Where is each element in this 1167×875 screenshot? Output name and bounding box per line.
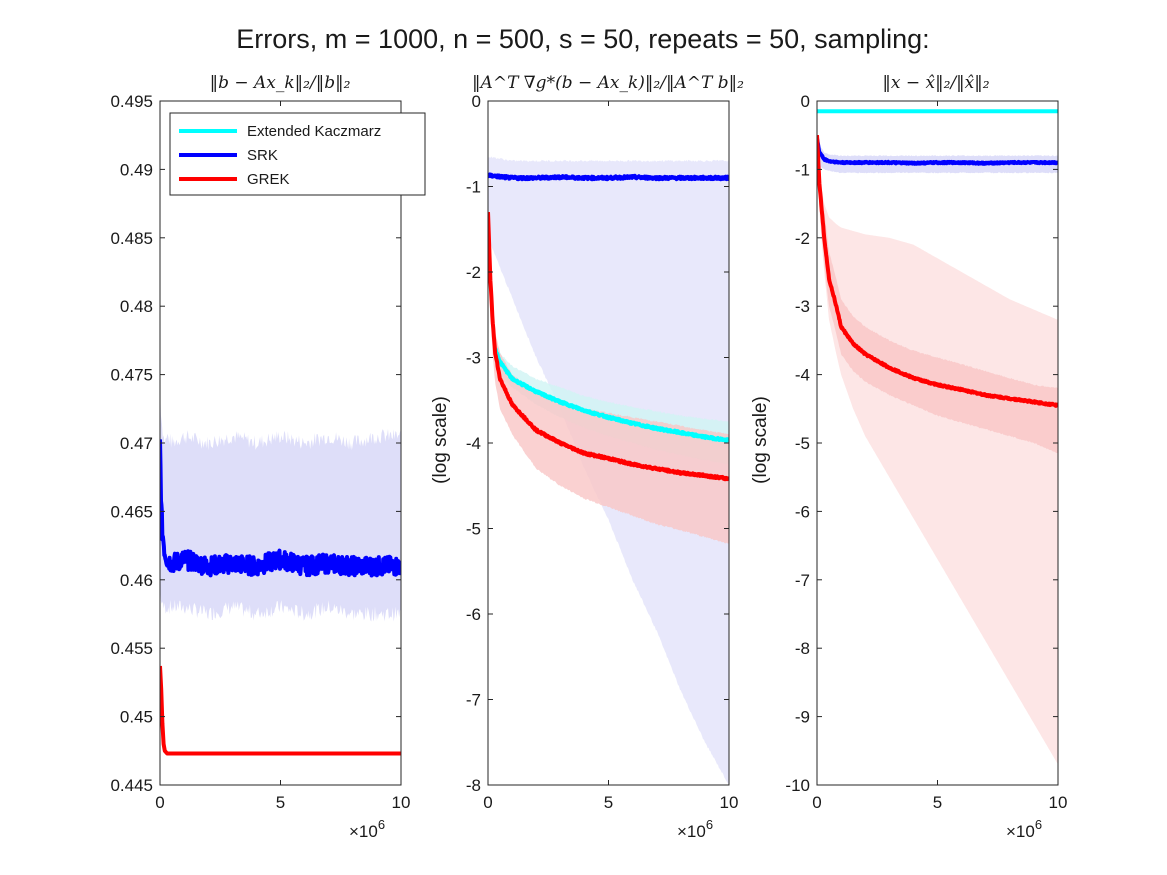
y-tick-label: 0.49 bbox=[120, 160, 153, 179]
plot-area: 0.445 0.45 0.455 0.46 0.465 0.47 0.475 0.48 0.48… bbox=[110, 92, 410, 841]
y-tick-label: 0 bbox=[801, 92, 810, 111]
y-tick-label: -3 bbox=[466, 349, 481, 368]
band-srk bbox=[817, 132, 1058, 174]
y-tick-label: 0.46 bbox=[120, 571, 153, 590]
axes: -10-9-8-7-6-5-4-3-2-100 5 10×106 bbox=[785, 92, 1067, 841]
y-tick-label: 0.455 bbox=[110, 639, 153, 658]
plot-area: -8 -7 -6 -5 -4 -3 -2 -1 0 0 5 10 ×106 bbox=[466, 92, 739, 841]
x-tick-label: 5 bbox=[933, 793, 942, 812]
x-exponent-label: ×106 bbox=[677, 817, 713, 841]
y-tick-label: -6 bbox=[795, 502, 810, 521]
y-tick-label: -7 bbox=[795, 571, 810, 590]
series-line-srk bbox=[817, 138, 1058, 166]
y-tick-label: 0.465 bbox=[110, 502, 153, 521]
x-tick-label: 10 bbox=[720, 793, 739, 812]
series-layer bbox=[488, 155, 729, 785]
y-tick-label: -1 bbox=[466, 178, 481, 197]
y-tick-label: 0.48 bbox=[120, 297, 153, 316]
legend-label-srk: SRK bbox=[247, 147, 278, 164]
y-tick-label: -10 bbox=[785, 776, 810, 795]
series-layer bbox=[160, 388, 401, 756]
band-grek bbox=[817, 127, 1058, 454]
y-tick-label: -1 bbox=[795, 160, 810, 179]
series-line-srk bbox=[488, 172, 729, 182]
legend-label-grek: GREK bbox=[247, 171, 290, 188]
series-line-grek bbox=[817, 134, 1058, 408]
plot-area: -10-9-8-7-6-5-4-3-2-100 5 10×106 bbox=[785, 92, 1067, 841]
y-axis-label: (log scale) bbox=[750, 396, 771, 484]
y-tick-label: -5 bbox=[466, 520, 481, 539]
series-line-grek bbox=[488, 212, 729, 482]
band-srk bbox=[160, 388, 401, 622]
y-tick-label: -2 bbox=[795, 229, 810, 248]
y-tick-label: 0.485 bbox=[110, 229, 153, 248]
legend: Extended Kaczmarz SRK GREK bbox=[169, 112, 426, 196]
band-outer-grek bbox=[817, 128, 1058, 765]
axes: -8 -7 -6 -5 -4 -3 -2 -1 0 0 5 10 ×106 bbox=[466, 92, 739, 841]
x-tick-label: 0 bbox=[483, 793, 492, 812]
legend-label-extended-kaczmarz: Extended Kaczmarz bbox=[247, 123, 381, 140]
series-line-srk bbox=[160, 439, 401, 578]
x-tick-label: 5 bbox=[276, 793, 285, 812]
axes: 0.445 0.45 0.455 0.46 0.465 0.47 0.475 0.48 0.48… bbox=[110, 92, 410, 841]
y-tick-label: -2 bbox=[466, 263, 481, 282]
y-tick-label: 0.475 bbox=[110, 366, 153, 385]
y-tick-label: 0.495 bbox=[110, 92, 153, 111]
band-grek bbox=[488, 195, 729, 544]
y-tick-label: 0.47 bbox=[120, 434, 153, 453]
y-tick-label: -7 bbox=[466, 691, 481, 710]
y-tick-label: -4 bbox=[466, 434, 481, 453]
y-tick-label: 0.45 bbox=[120, 708, 153, 727]
y-tick-label: -4 bbox=[795, 366, 810, 385]
panel-title: ‖x − x̂‖₂/‖x̂‖₂ bbox=[882, 73, 989, 93]
y-axis-label: (log scale) bbox=[430, 396, 451, 484]
series-line-extended-kaczmarz bbox=[493, 347, 729, 443]
x-exponent-label: ×106 bbox=[1006, 817, 1042, 841]
x-exponent-label: ×106 bbox=[349, 817, 385, 841]
x-tick-label: 0 bbox=[812, 793, 821, 812]
y-tick-label: -9 bbox=[795, 708, 810, 727]
y-tick-label: -8 bbox=[466, 776, 481, 795]
y-tick-label: -3 bbox=[795, 297, 810, 316]
x-tick-label: 5 bbox=[604, 793, 613, 812]
y-tick-label: -6 bbox=[466, 605, 481, 624]
panel-title: ‖A^T ∇g*(b − Ax_k)‖₂/‖A^T b‖₂ bbox=[472, 73, 744, 93]
panel-title: ‖b − Ax_k‖₂/‖b‖₂ bbox=[210, 73, 351, 93]
series-layer bbox=[817, 109, 1058, 765]
y-tick-label: 0.445 bbox=[110, 776, 153, 795]
x-tick-label: 10 bbox=[392, 793, 411, 812]
series-line-grek bbox=[160, 665, 401, 756]
figure-title: Errors, m = 1000, n = 500, s = 50, repea… bbox=[236, 24, 929, 54]
panel-gradient: ‖A^T ∇g*(b − Ax_k)‖₂/‖A^T b‖₂ (log scale… bbox=[430, 73, 744, 841]
y-tick-label: -8 bbox=[795, 639, 810, 658]
panel-residual: ‖b − Ax_k‖₂/‖b‖₂ 0.445 0.45 0.455 0.46 0.465… bbox=[110, 73, 410, 841]
y-tick-label: -5 bbox=[795, 434, 810, 453]
panel-solution-error: ‖x − x̂‖₂/‖x̂‖₂ (log scale) -10-9-8-7-6-… bbox=[750, 73, 1067, 841]
y-tick-label: 0 bbox=[472, 92, 481, 111]
x-tick-label: 10 bbox=[1049, 793, 1068, 812]
x-tick-label: 0 bbox=[155, 793, 164, 812]
